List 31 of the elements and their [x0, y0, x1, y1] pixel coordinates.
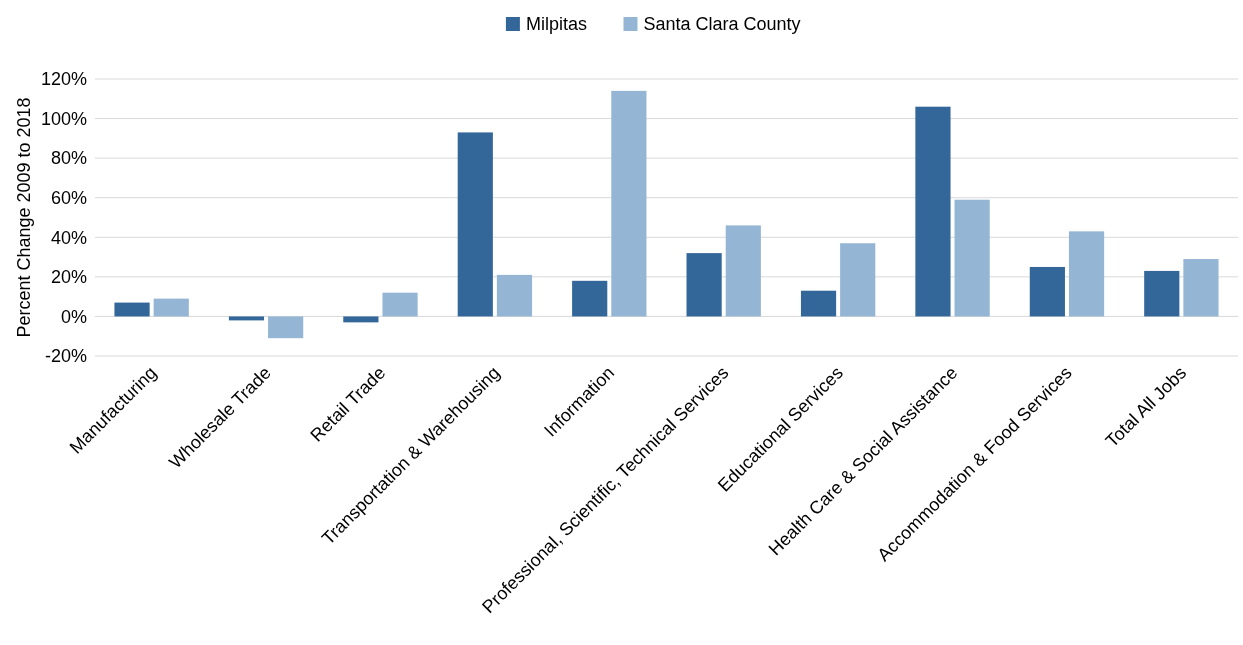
y-tick-label: 20% [50, 267, 87, 288]
bar [1183, 259, 1219, 317]
bar [1029, 266, 1065, 317]
bar [611, 90, 647, 317]
bar [114, 302, 150, 317]
bar [572, 280, 608, 317]
bar [1144, 270, 1180, 317]
bar [457, 132, 493, 317]
y-tick-label: 80% [50, 148, 87, 169]
y-tick-label: 60% [50, 188, 87, 209]
y-tick-label: 100% [40, 108, 87, 129]
y-tick-label: 40% [50, 227, 87, 248]
bar [496, 274, 533, 317]
bar [915, 106, 951, 317]
y-tick-label: -20% [44, 346, 87, 367]
bar [725, 225, 761, 317]
bar [840, 243, 876, 317]
bar [228, 316, 265, 321]
bar [1068, 231, 1105, 317]
bar [343, 316, 379, 323]
bar [382, 292, 418, 317]
bar [268, 316, 304, 339]
legend-label: Santa Clara County [643, 14, 801, 35]
y-tick-label: 0% [60, 306, 87, 327]
y-axis-title: Percent Change 2009 to 2018 [14, 97, 34, 338]
y-tick-label: 120% [40, 69, 87, 90]
bar [954, 199, 990, 317]
legend-label: Milpitas [525, 14, 587, 35]
bar [686, 253, 722, 317]
bar [153, 298, 189, 317]
bar [800, 290, 837, 317]
